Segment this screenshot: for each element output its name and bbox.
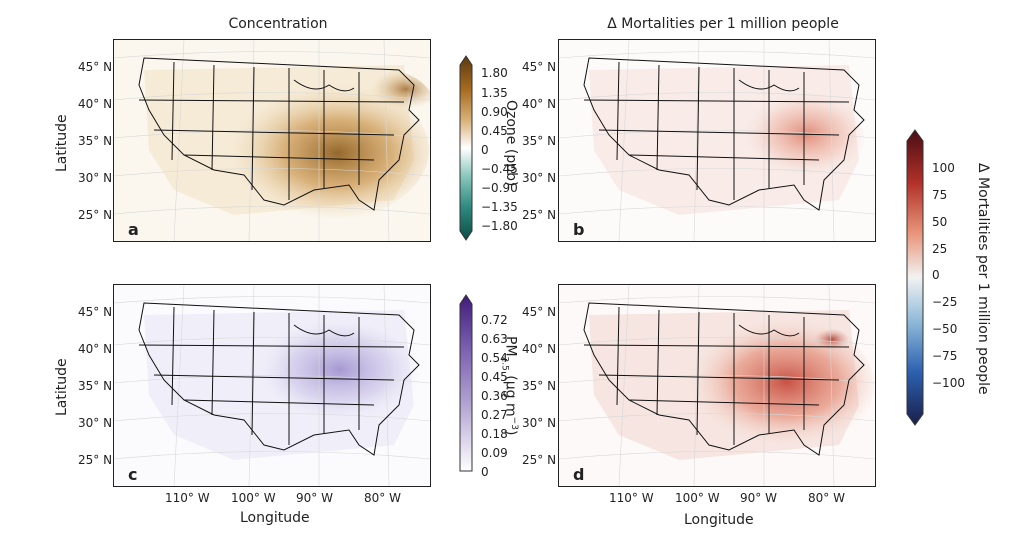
lon-tick: 90° W <box>740 491 777 505</box>
latitude-label-bottom: Latitude <box>54 358 70 416</box>
ozone-tick: 0.90 <box>481 105 508 119</box>
pm25-tick: 0 <box>481 465 489 479</box>
lat-tick: 25° N <box>78 208 113 222</box>
mortality-tick: 75 <box>932 188 948 202</box>
lat-tick: 40° N <box>522 342 557 356</box>
lon-tick: 80° W <box>364 491 401 505</box>
lat-tick: 30° N <box>522 416 557 430</box>
ozone-tick: 0 <box>481 143 489 157</box>
panel-letter-c: c <box>128 465 138 484</box>
mortality-tick: −75 <box>932 349 958 363</box>
mortality-tick: −50 <box>932 322 958 336</box>
left-column-title: Concentration <box>228 16 328 32</box>
latitude-label-top: Latitude <box>54 114 70 172</box>
ozone-colorbar-title: Ozone (ppb) <box>503 100 519 187</box>
panel-letter-a: a <box>128 220 139 239</box>
ozone-tick: −0.90 <box>481 181 518 195</box>
map-panel-c: c <box>113 284 431 487</box>
lon-tick: 80° W <box>808 491 845 505</box>
pm25-tick: 0.09 <box>481 446 508 460</box>
ozone-tick: −1.35 <box>481 200 518 214</box>
pm25-tick: 0.45 <box>481 370 508 384</box>
right-column-title: Δ Mortalities per 1 million people <box>607 16 839 32</box>
longitude-label-left: Longitude <box>240 510 310 526</box>
pm25-tick: 0.72 <box>481 313 508 327</box>
mortality-tick: −100 <box>932 376 965 390</box>
lat-tick: 25° N <box>522 208 557 222</box>
lon-tick: 110° W <box>609 491 654 505</box>
map-panel-d: d <box>558 284 876 487</box>
lat-tick: 40° N <box>78 97 113 111</box>
pm25-tick: 0.63 <box>481 332 508 346</box>
mortality-tick: 25 <box>932 242 948 256</box>
lat-tick: 45° N <box>78 60 113 74</box>
mortality-tick: 0 <box>932 268 940 282</box>
pm25-title-exp: −3 <box>509 416 519 430</box>
lat-tick: 45° N <box>522 305 557 319</box>
lon-tick: 100° W <box>675 491 720 505</box>
pm25-colorbar-title: PM2.5 (μg m−3) <box>500 336 519 435</box>
lat-tick: 35° N <box>522 134 557 148</box>
pm25-colorbar <box>459 294 473 472</box>
mortality-colorbar-title: Δ Mortalities per 1 million people <box>975 163 991 395</box>
lat-tick: 35° N <box>78 134 113 148</box>
panel-letter-d: d <box>573 465 585 484</box>
map-a-svg <box>114 40 430 241</box>
mortality-tick: 50 <box>932 215 948 229</box>
lat-tick: 40° N <box>522 97 557 111</box>
ozone-tick: −1.80 <box>481 219 518 233</box>
lon-tick: 110° W <box>165 491 210 505</box>
lat-tick: 45° N <box>78 305 113 319</box>
pm25-tick: 0.54 <box>481 351 508 365</box>
mortality-colorbar <box>906 129 924 426</box>
pm25-title-sub: 2.5 <box>499 356 510 371</box>
lat-tick: 30° N <box>522 171 557 185</box>
pm25-title-close: ) <box>502 429 519 436</box>
mortality-tick: 100 <box>932 161 955 175</box>
pm25-tick: 0.18 <box>481 427 508 441</box>
lon-tick: 100° W <box>231 491 276 505</box>
pm25-tick: 0.36 <box>481 389 508 403</box>
ozone-tick: 1.35 <box>481 86 508 100</box>
map-b-svg <box>559 40 875 241</box>
mortality-tick: −25 <box>932 295 958 309</box>
lat-tick: 30° N <box>78 171 113 185</box>
pm25-tick: 0.27 <box>481 408 508 422</box>
ozone-tick: 0.45 <box>481 124 508 138</box>
lat-tick: 40° N <box>78 342 113 356</box>
lat-tick: 25° N <box>522 453 557 467</box>
lat-tick: 35° N <box>522 379 557 393</box>
lat-tick: 45° N <box>522 60 557 74</box>
lon-tick: 90° W <box>296 491 333 505</box>
lat-tick: 30° N <box>78 416 113 430</box>
map-panel-b: b <box>558 39 876 242</box>
longitude-label-right: Longitude <box>684 512 754 528</box>
map-c-svg <box>114 285 430 486</box>
lat-tick: 25° N <box>78 453 113 467</box>
pm25-title-unit: (μg m <box>502 370 519 417</box>
ozone-tick: 1.80 <box>481 66 508 80</box>
map-d-svg <box>559 285 875 486</box>
map-panel-a: a <box>113 39 431 242</box>
ozone-colorbar <box>459 55 473 241</box>
ozone-tick: −0.45 <box>481 162 518 176</box>
pm25-title-main: PM <box>502 336 519 357</box>
lat-tick: 35° N <box>78 379 113 393</box>
panel-letter-b: b <box>573 220 585 239</box>
